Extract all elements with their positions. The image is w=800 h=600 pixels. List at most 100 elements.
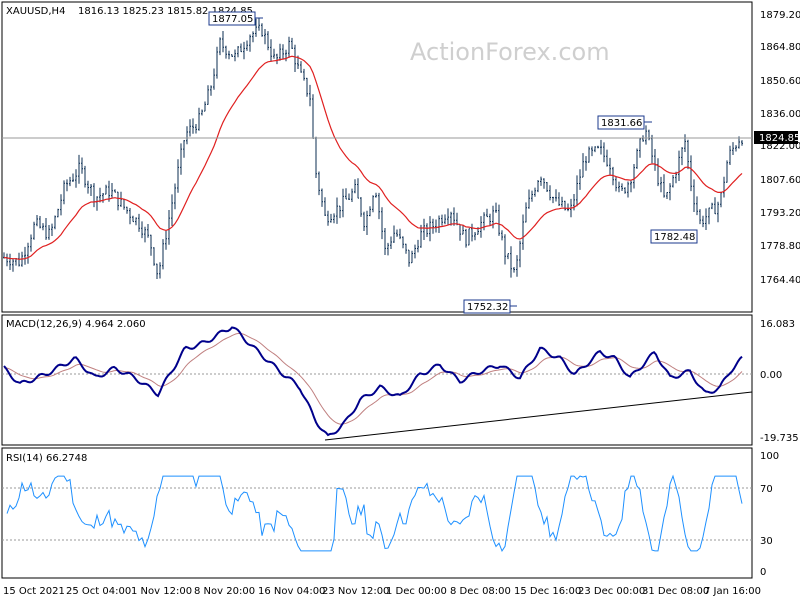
candle: [237, 46, 239, 58]
candle: [159, 262, 161, 279]
candle: [525, 202, 527, 223]
candle: [255, 18, 257, 37]
candle: [156, 263, 158, 279]
candle: [726, 160, 728, 183]
candle: [27, 242, 29, 264]
candle: [189, 119, 191, 137]
candle: [666, 192, 668, 199]
candle: [453, 207, 455, 226]
candle: [606, 149, 608, 167]
candle: [474, 232, 476, 241]
candle: [357, 178, 359, 199]
candle: [246, 40, 248, 51]
candle: [219, 37, 221, 56]
candle: [372, 195, 374, 213]
candle: [471, 223, 473, 242]
candle: [381, 207, 383, 240]
candle: [234, 49, 236, 62]
macd-tick: 16.083: [760, 319, 795, 330]
candle: [594, 146, 596, 153]
candle: [651, 134, 653, 164]
candle: [627, 181, 629, 198]
candle: [9, 253, 11, 270]
candle: [579, 169, 581, 190]
candle: [327, 210, 329, 226]
candle: [180, 143, 182, 175]
candle: [171, 194, 173, 226]
current-price-tag: 1824.85: [759, 133, 800, 144]
macd-tick: -19.735: [760, 433, 799, 444]
candle: [300, 61, 302, 73]
time-tick: 23 Dec 00:00: [578, 586, 645, 597]
candle: [396, 229, 398, 237]
candle: [195, 124, 197, 134]
candle: [45, 218, 47, 240]
candle: [249, 34, 251, 52]
candle: [699, 209, 701, 225]
candle: [441, 214, 443, 226]
candle: [513, 267, 515, 273]
moving-average-line: [3, 55, 743, 260]
candle: [588, 146, 590, 163]
candle: [132, 215, 134, 223]
candle: [549, 185, 551, 201]
candle: [117, 191, 119, 211]
annotation-recent-low: 1782.48: [650, 229, 698, 244]
candle: [84, 165, 86, 188]
candle: [252, 31, 254, 43]
candle: [216, 46, 218, 79]
time-tick: 16 Nov 04:00: [258, 586, 325, 597]
candle: [153, 247, 155, 266]
candle: [399, 228, 401, 240]
candle: [528, 189, 530, 209]
candle: [480, 216, 482, 238]
candle: [561, 196, 563, 207]
candle: [243, 41, 245, 60]
candle: [273, 48, 275, 59]
svg-text:1752.32: 1752.32: [467, 302, 508, 313]
price-tick: 1850.60: [760, 76, 800, 87]
symbol-label: XAUUSD,H4: [6, 6, 65, 17]
candle: [426, 223, 428, 237]
ohlc-label: 1816.13 1825.23 1815.82 1824.85: [78, 6, 253, 17]
candle: [696, 196, 698, 216]
candle: [105, 184, 107, 195]
candle: [660, 176, 662, 193]
candle: [723, 176, 725, 198]
candle: [87, 180, 89, 194]
svg-text:1831.66: 1831.66: [601, 118, 642, 129]
candle: [711, 202, 713, 210]
candle: [378, 192, 380, 220]
candle: [69, 176, 71, 187]
time-tick: 8 Nov 20:00: [194, 586, 255, 597]
candle: [558, 192, 560, 206]
candle: [201, 109, 203, 116]
candle: [387, 242, 389, 256]
candle: [684, 134, 686, 152]
candle: [609, 157, 611, 175]
candle: [522, 214, 524, 250]
price-tick: 1836.00: [760, 109, 800, 120]
candle: [24, 246, 26, 265]
candle: [51, 223, 53, 236]
candle: [618, 181, 620, 193]
price-tick: 1793.20: [760, 208, 800, 219]
candle: [306, 77, 308, 97]
candle: [114, 189, 116, 193]
candle: [507, 253, 509, 260]
candle: [462, 224, 464, 235]
candle: [672, 175, 674, 188]
candle: [714, 197, 716, 215]
candle: [351, 188, 353, 202]
svg-text:1782.48: 1782.48: [654, 232, 695, 243]
candle: [690, 155, 692, 192]
price-panel-frame: [1, 1, 753, 313]
candle: [33, 221, 35, 240]
candle: [369, 206, 371, 217]
candle: [138, 213, 140, 232]
candle: [186, 126, 188, 145]
candle: [222, 31, 224, 53]
price-tick: 1778.80: [760, 241, 800, 252]
candle: [111, 183, 113, 198]
candle: [393, 225, 395, 243]
